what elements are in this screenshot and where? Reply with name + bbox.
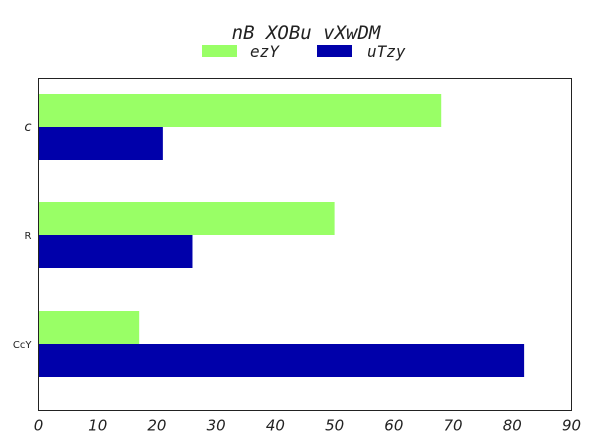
x-tick-label-60: 60 [384, 417, 403, 435]
y-tick-label-c: c [24, 120, 31, 135]
x-tick-label-40: 40 [266, 417, 285, 435]
chart-title: nB XOBu vXwDM [232, 22, 381, 44]
legend-swatch-utzy [317, 45, 352, 57]
legend: ezY uTzy [202, 42, 406, 61]
y-tick-label-r: R [25, 231, 32, 242]
bar-utzy-r [38, 235, 193, 268]
x-tick-label-30: 30 [207, 417, 226, 435]
x-tick-label-70: 70 [444, 417, 463, 435]
x-tick-label-0: 0 [34, 417, 44, 435]
legend-label-ezy: ezY [250, 42, 280, 61]
bar-utzy-c [38, 127, 163, 160]
x-tick-label-10: 10 [88, 417, 107, 435]
legend-label-utzy: uTzy [367, 42, 406, 61]
plot-area-frame [38, 78, 572, 411]
y-tick-label-ccy: CcY [13, 340, 32, 351]
legend-swatch-ezy [202, 45, 237, 57]
bar-ezy-c [38, 94, 442, 127]
bar-ezy-r [38, 202, 335, 235]
x-tick-label-20: 20 [147, 417, 166, 435]
y-axis-ticks: c R CcY [13, 120, 32, 351]
x-tick-label-90: 90 [562, 417, 581, 435]
x-tick-label-80: 80 [503, 417, 522, 435]
x-axis-ticks: 0 10 20 30 40 50 60 70 80 90 [34, 417, 581, 435]
bars-group [38, 94, 525, 377]
x-tick-label-50: 50 [325, 417, 344, 435]
bar-ezy-ccy [38, 311, 140, 344]
bar-utzy-ccy [38, 344, 525, 377]
